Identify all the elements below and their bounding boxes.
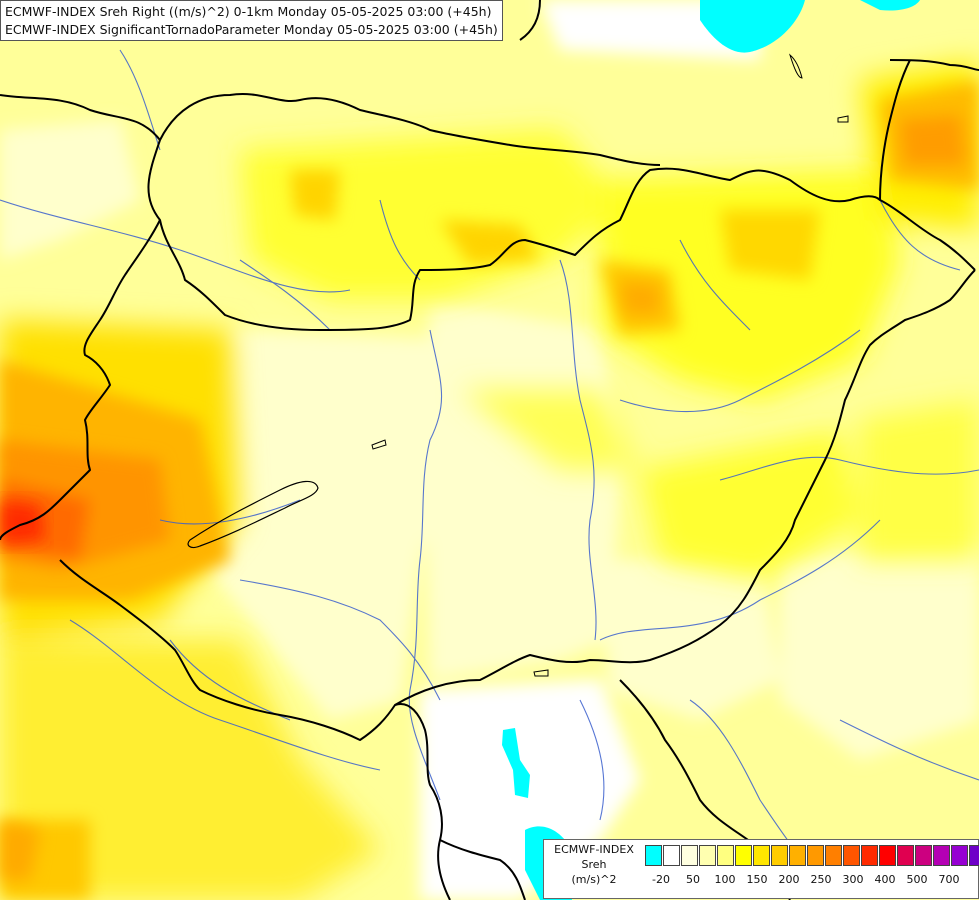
legend-tick-label: 300: [842, 873, 864, 886]
legend-tick-label: 150: [746, 873, 768, 886]
legend-swatch: [699, 845, 716, 866]
legend-tick-label: 500: [906, 873, 928, 886]
legend-tick-label: -20: [652, 873, 670, 886]
legend-swatch: [717, 845, 734, 866]
legend-swatch: [879, 845, 896, 866]
legend-swatch: [897, 845, 914, 866]
lake-balaton: [187, 480, 319, 549]
legend-tick-label: 50: [686, 873, 700, 886]
legend-swatch: [663, 845, 680, 866]
legend-swatch: [843, 845, 860, 866]
legend-tick-label: 700: [938, 873, 960, 886]
title-line-sreh: ECMWF-INDEX Sreh Right ((m/s)^2) 0-1km M…: [5, 4, 492, 19]
legend-swatch: [807, 845, 824, 866]
legend-swatch: [753, 845, 770, 866]
legend-swatch: [915, 845, 932, 866]
legend-swatch: [933, 845, 950, 866]
map-title-box: ECMWF-INDEX Sreh Right ((m/s)^2) 0-1km M…: [0, 0, 503, 41]
legend-parameter: Sreh: [581, 858, 607, 871]
title-line-stp: ECMWF-INDEX SignificantTornadoParameter …: [5, 22, 498, 37]
legend-tick-label: 250: [810, 873, 832, 886]
legend-swatch: [735, 845, 752, 866]
legend-tick-label: 400: [874, 873, 896, 886]
legend-swatch: [771, 845, 788, 866]
legend-swatch: [789, 845, 806, 866]
legend-tick-label: 200: [778, 873, 800, 886]
legend-swatch: [969, 845, 979, 866]
legend-source: ECMWF-INDEX: [554, 843, 634, 856]
legend-tick-label: 100: [714, 873, 736, 886]
field-peak: [0, 500, 45, 545]
color-legend: ECMWF-INDEX Sreh (m/s)^2 -20 50 100 150 200 2…: [543, 839, 979, 899]
legend-tick-labels: -20 50 100 150 200 250 300 400 500 700: [645, 873, 975, 889]
legend-title: ECMWF-INDEX Sreh (m/s)^2: [544, 842, 644, 887]
legend-swatch: [861, 845, 878, 866]
legend-swatches: [645, 845, 979, 866]
small-lakes: [371, 53, 849, 677]
legend-swatch: [825, 845, 842, 866]
field-moderate-areas: [0, 60, 979, 900]
legend-swatch: [951, 845, 968, 866]
legend-swatch: [645, 845, 662, 866]
legend-unit: (m/s)^2: [571, 873, 617, 886]
legend-swatch: [681, 845, 698, 866]
